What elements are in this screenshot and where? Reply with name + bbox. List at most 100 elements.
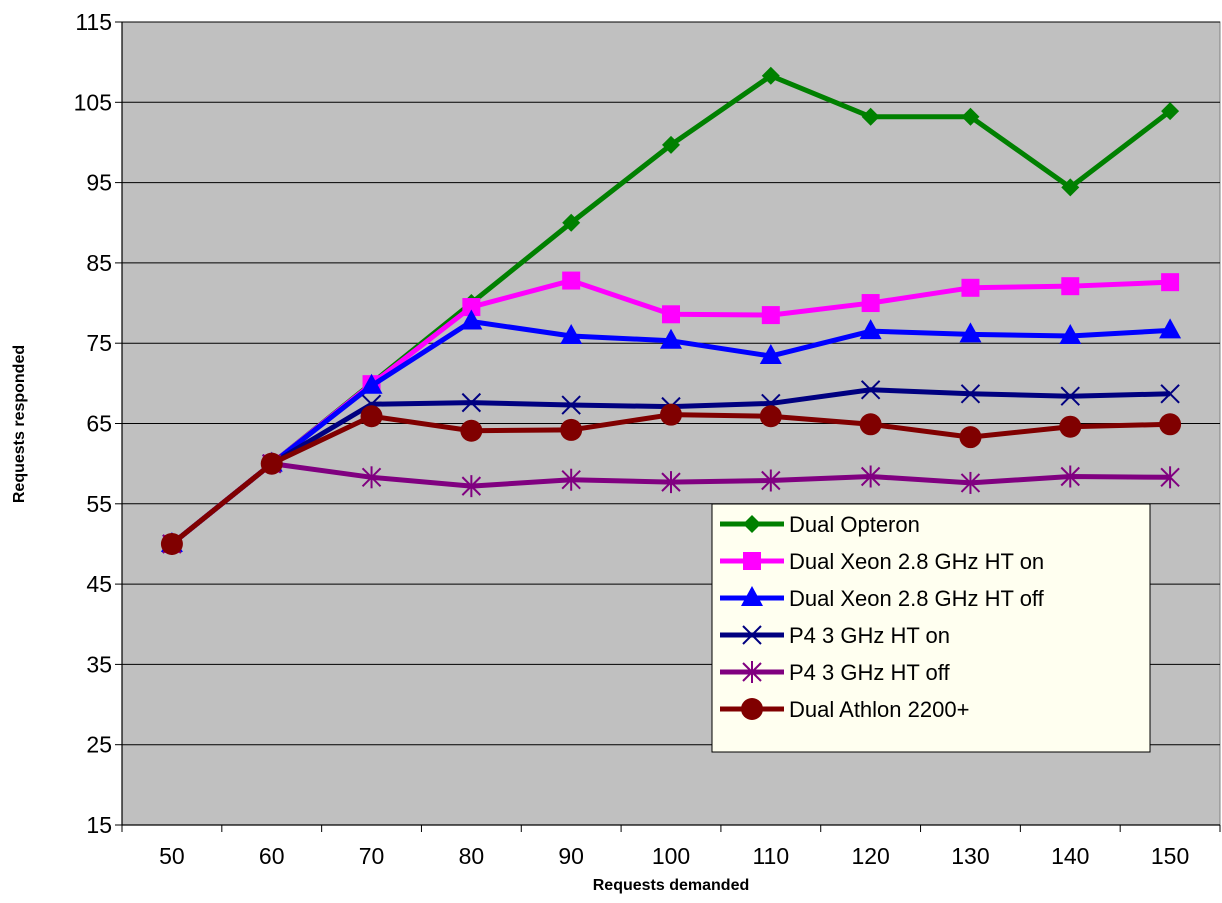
- legend-marker: [743, 552, 761, 570]
- data-point: [960, 471, 981, 494]
- legend-label: Dual Opteron: [789, 512, 920, 537]
- legend-box: [711, 503, 1151, 753]
- legend-marker: [741, 586, 763, 606]
- legend-marker: [743, 515, 761, 533]
- data-point: [761, 306, 780, 325]
- y-tick-label: 85: [86, 250, 112, 276]
- series-group: [160, 66, 1182, 555]
- series-6: [160, 403, 1182, 555]
- data-point: [160, 532, 183, 555]
- data-point: [1061, 277, 1080, 296]
- legend-marker: [742, 661, 762, 683]
- data-point: [761, 469, 781, 492]
- data-point: [460, 309, 483, 330]
- series-5: [162, 452, 1180, 555]
- data-point: [759, 405, 782, 428]
- data-point: [961, 107, 980, 126]
- x-axis-title: Requests demanded: [593, 877, 749, 894]
- data-point: [1059, 323, 1082, 344]
- data-point: [959, 322, 982, 343]
- data-point: [861, 107, 880, 126]
- data-point: [561, 395, 581, 415]
- series-3: [160, 309, 1182, 552]
- legend-label: P4 3 GHz HT on: [789, 623, 950, 648]
- data-point: [361, 466, 382, 489]
- y-tick-label: 45: [86, 571, 112, 597]
- legend-marker: [741, 698, 763, 720]
- legend-label: P4 3 GHz HT off: [789, 660, 950, 685]
- data-point: [1061, 178, 1080, 197]
- data-point: [861, 294, 880, 313]
- x-tick-label: 70: [359, 843, 385, 869]
- data-point: [662, 305, 680, 324]
- data-point: [859, 413, 882, 436]
- x-tick-label: 80: [459, 843, 485, 869]
- data-point: [860, 465, 881, 488]
- y-tick-label: 35: [86, 651, 112, 677]
- y-axis-title: Requests responded: [11, 345, 28, 503]
- legend-item: Dual Xeon 2.8 GHz HT off: [720, 586, 1045, 611]
- data-point: [560, 323, 583, 344]
- data-point: [761, 66, 780, 85]
- legend-item: P4 3 GHz HT on: [720, 623, 950, 648]
- x-tick-label: 150: [1151, 843, 1189, 869]
- data-point: [561, 468, 581, 491]
- data-point: [460, 419, 483, 442]
- legend-label: Dual Xeon 2.8 GHz HT off: [789, 586, 1045, 611]
- data-point: [660, 328, 682, 349]
- data-point: [1161, 273, 1180, 292]
- data-point: [560, 418, 583, 441]
- data-point: [1160, 466, 1180, 489]
- data-point: [260, 452, 283, 475]
- data-point: [461, 475, 482, 498]
- data-point: [562, 213, 581, 232]
- data-point: [1060, 465, 1080, 488]
- data-point: [1161, 102, 1180, 121]
- legend-label: Dual Xeon 2.8 GHz HT on: [789, 549, 1044, 574]
- legend-item: Dual Xeon 2.8 GHz HT on: [720, 549, 1044, 574]
- y-tick-label: 15: [86, 812, 112, 838]
- data-point: [461, 392, 482, 413]
- data-point: [960, 384, 981, 404]
- axes: 15 25 35 45 55 65 75 85 95 105 115 50 60 70 80 90 100 110…: [74, 9, 1221, 869]
- data-point: [360, 373, 383, 394]
- data-point: [860, 380, 881, 400]
- y-tick-label: 95: [86, 170, 112, 196]
- x-tick-label: 50: [159, 843, 185, 869]
- y-tick-label: 25: [86, 732, 112, 758]
- data-point: [1160, 384, 1180, 404]
- data-point: [1060, 386, 1080, 406]
- x-tick-label: 100: [652, 843, 690, 869]
- data-point: [661, 471, 681, 494]
- data-point: [1159, 318, 1182, 339]
- data-point: [1059, 415, 1082, 438]
- data-point: [360, 405, 383, 428]
- x-tick-label: 120: [851, 843, 889, 869]
- legend-item: Dual Athlon 2200+: [720, 697, 969, 722]
- data-point: [961, 278, 980, 297]
- x-tick-label: 130: [951, 843, 989, 869]
- data-point: [1159, 413, 1182, 436]
- x-tick-label: 110: [752, 843, 789, 869]
- data-point: [662, 135, 680, 154]
- y-tick-label: 65: [86, 411, 112, 437]
- x-tick-label: 60: [259, 843, 285, 869]
- x-tick-label: 90: [558, 843, 584, 869]
- y-tick-label: 115: [75, 9, 112, 35]
- legend-item: P4 3 GHz HT off: [720, 660, 950, 685]
- y-tick-label: 105: [74, 89, 112, 115]
- x-tick-label: 140: [1051, 843, 1089, 869]
- data-point: [562, 271, 581, 290]
- data-point: [462, 298, 481, 317]
- data-point: [759, 344, 782, 365]
- data-point: [660, 403, 682, 426]
- data-point: [959, 426, 982, 449]
- legend-item: Dual Opteron: [720, 512, 920, 537]
- y-tick-label: 75: [86, 330, 112, 356]
- y-tick-label: 55: [86, 491, 112, 517]
- legend-marker: [742, 625, 762, 645]
- legend-label: Dual Athlon 2200+: [789, 697, 969, 722]
- legend: Dual Opteron Dual Xeon 2.8 GHz HT on Dual …: [711, 503, 1151, 753]
